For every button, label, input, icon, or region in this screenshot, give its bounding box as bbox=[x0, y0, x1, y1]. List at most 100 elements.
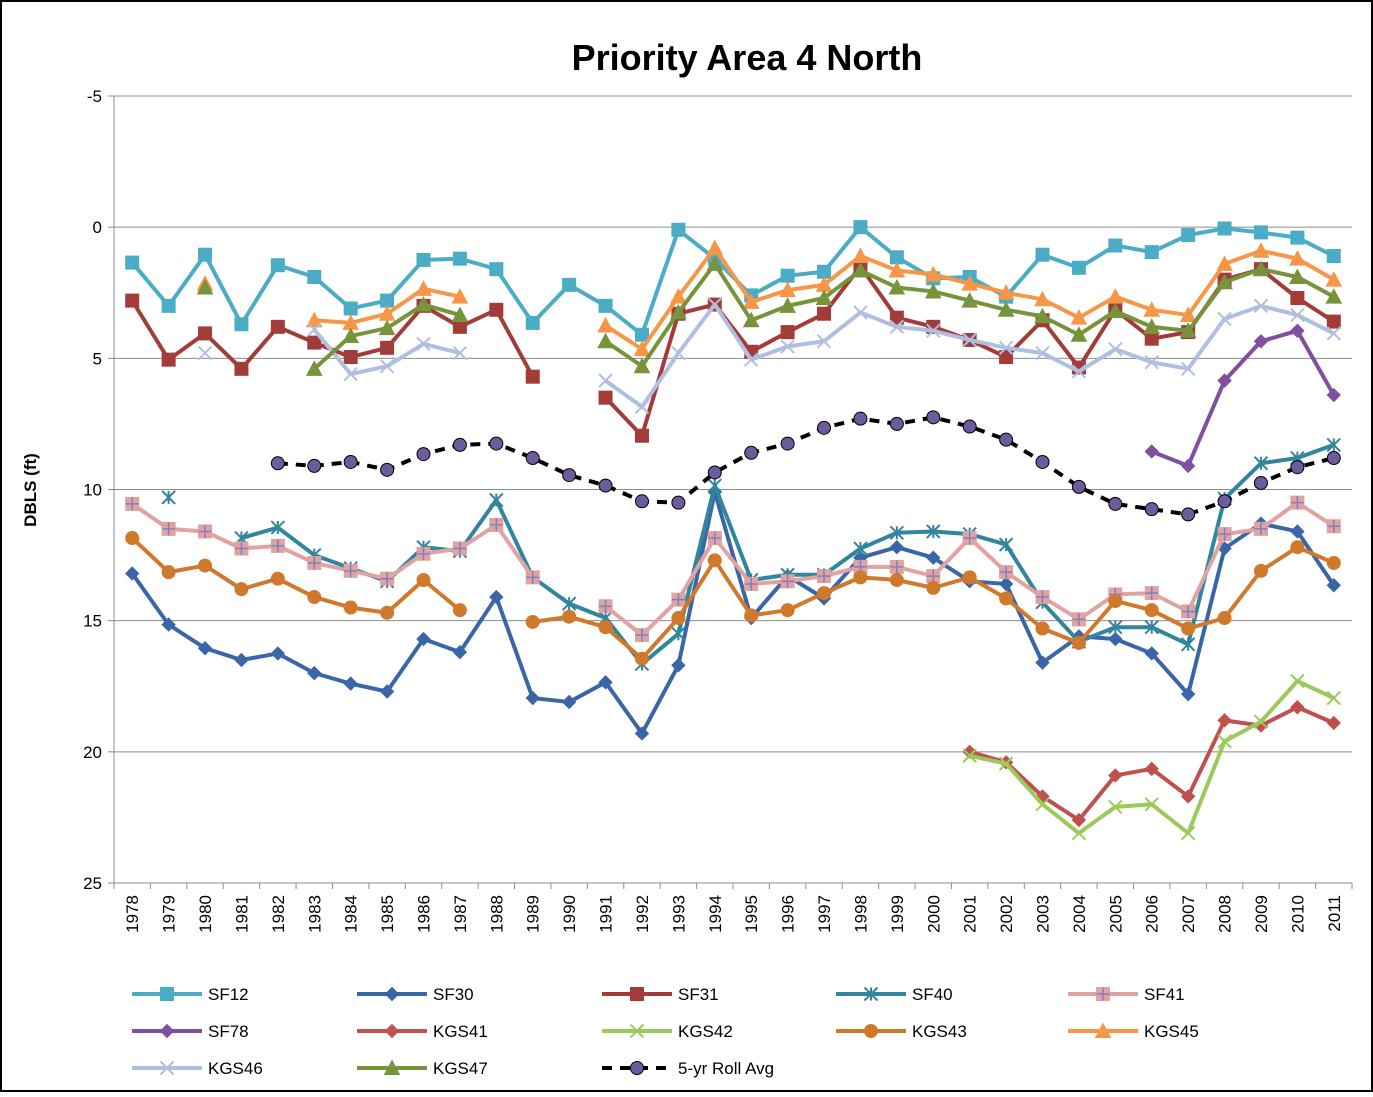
marker bbox=[1144, 646, 1159, 661]
marker bbox=[598, 478, 613, 493]
series bbox=[270, 410, 1341, 522]
marker bbox=[1290, 700, 1305, 715]
marker bbox=[630, 1061, 644, 1075]
marker bbox=[780, 325, 795, 340]
marker bbox=[961, 292, 979, 308]
marker bbox=[852, 261, 869, 278]
marker-group bbox=[307, 555, 322, 570]
legend-item: KGS46 bbox=[132, 1059, 263, 1078]
marker bbox=[671, 495, 686, 510]
marker-group bbox=[707, 531, 722, 546]
series bbox=[125, 531, 1341, 666]
marker bbox=[999, 591, 1014, 606]
marker bbox=[1070, 326, 1088, 342]
marker bbox=[629, 1023, 645, 1039]
marker bbox=[998, 576, 1014, 592]
marker bbox=[864, 1024, 878, 1038]
marker bbox=[160, 987, 174, 1001]
y-tick-label: 20 bbox=[83, 743, 102, 762]
marker bbox=[1108, 593, 1123, 608]
y-tick-label: 5 bbox=[93, 349, 102, 368]
marker-group bbox=[853, 559, 868, 574]
legend-label: SF31 bbox=[678, 985, 719, 1004]
marker bbox=[1290, 323, 1305, 338]
marker-cross bbox=[1218, 527, 1232, 541]
marker bbox=[1035, 797, 1050, 812]
marker bbox=[380, 340, 395, 355]
marker bbox=[889, 310, 904, 325]
marker bbox=[125, 531, 140, 546]
marker bbox=[383, 1059, 401, 1075]
legend-item: KGS45 bbox=[1068, 1022, 1199, 1041]
marker bbox=[489, 262, 504, 277]
marker bbox=[1108, 799, 1123, 815]
marker bbox=[1071, 479, 1086, 494]
marker bbox=[1034, 290, 1051, 307]
x-tick-label: 1999 bbox=[888, 895, 907, 933]
marker-group bbox=[1253, 521, 1268, 536]
marker bbox=[634, 428, 649, 443]
marker-cross bbox=[890, 560, 904, 574]
marker-cross bbox=[1096, 987, 1110, 1001]
marker bbox=[270, 456, 285, 471]
marker bbox=[307, 335, 322, 350]
marker bbox=[384, 986, 400, 1002]
x-tick-label: 1986 bbox=[415, 895, 434, 933]
marker bbox=[451, 306, 469, 323]
marker bbox=[962, 419, 977, 434]
marker bbox=[1253, 563, 1268, 578]
marker bbox=[1144, 761, 1159, 777]
marker-cross bbox=[198, 524, 212, 538]
marker-cross bbox=[599, 599, 613, 613]
marker bbox=[1216, 255, 1233, 271]
marker bbox=[598, 390, 613, 405]
marker bbox=[525, 690, 540, 706]
x-tick-label: 1978 bbox=[123, 895, 142, 933]
x-tick-label: 1992 bbox=[633, 895, 652, 933]
marker bbox=[307, 458, 322, 473]
marker bbox=[815, 289, 833, 305]
marker bbox=[305, 311, 323, 328]
x-tick-label: 2001 bbox=[961, 895, 980, 933]
marker bbox=[270, 520, 286, 535]
x-tick-label: 2003 bbox=[1034, 895, 1053, 933]
marker bbox=[926, 323, 941, 338]
marker bbox=[1106, 302, 1124, 319]
y-tick-label: -5 bbox=[87, 87, 102, 106]
marker-group bbox=[1181, 604, 1196, 619]
marker-cross bbox=[380, 572, 394, 586]
marker bbox=[1217, 734, 1232, 749]
marker bbox=[561, 596, 577, 611]
marker bbox=[1253, 714, 1269, 729]
marker bbox=[159, 1023, 175, 1039]
marker bbox=[159, 1060, 175, 1076]
marker bbox=[270, 258, 285, 273]
marker bbox=[780, 339, 795, 354]
marker bbox=[416, 252, 431, 267]
y-axis-label: DBLS (ft) bbox=[21, 453, 40, 527]
marker bbox=[415, 295, 432, 312]
marker bbox=[452, 603, 467, 618]
marker-cross bbox=[1254, 522, 1268, 536]
marker bbox=[634, 651, 649, 666]
marker-group bbox=[489, 517, 504, 532]
marker bbox=[962, 332, 977, 348]
marker bbox=[1180, 789, 1196, 804]
marker bbox=[1217, 713, 1232, 728]
marker bbox=[1180, 637, 1196, 652]
marker bbox=[817, 306, 832, 321]
marker bbox=[744, 608, 759, 623]
marker-cross bbox=[926, 569, 940, 583]
marker bbox=[1071, 260, 1086, 275]
marker bbox=[307, 270, 322, 285]
marker bbox=[124, 566, 140, 581]
marker bbox=[998, 756, 1014, 771]
marker bbox=[198, 558, 213, 573]
marker bbox=[597, 316, 614, 333]
marker bbox=[197, 641, 213, 656]
marker bbox=[634, 494, 649, 509]
marker bbox=[924, 282, 942, 299]
marker bbox=[1326, 314, 1341, 329]
marker bbox=[1253, 456, 1269, 471]
